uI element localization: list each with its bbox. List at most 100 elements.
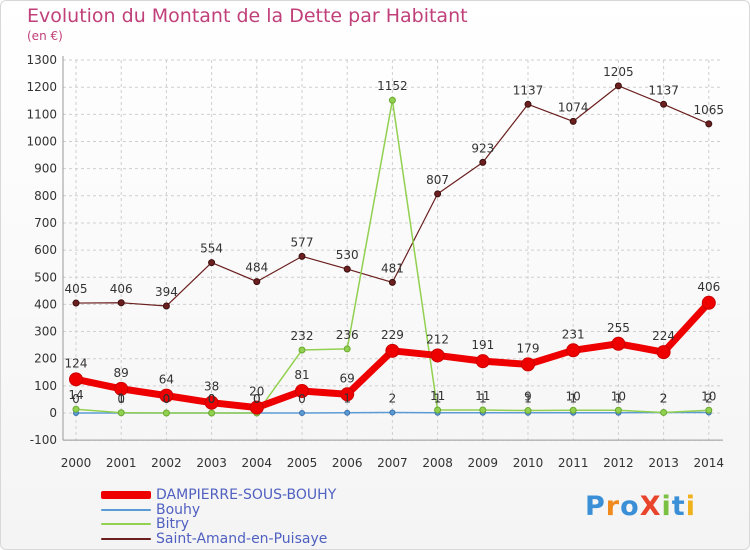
data-label: 1137 xyxy=(648,83,679,97)
logo-letter: X xyxy=(639,491,662,522)
data-point xyxy=(656,345,671,360)
data-point xyxy=(701,295,716,310)
x-tick-label: 2004 xyxy=(242,456,273,470)
series-layer xyxy=(69,82,716,417)
data-label-layer: 405 406 3945544845775304818079231137107412… xyxy=(65,65,725,406)
y-tick-label: 800 xyxy=(34,189,57,203)
x-tick-label: 2006 xyxy=(332,456,363,470)
data-label: 10 xyxy=(566,389,581,403)
data-label: 406 xyxy=(110,282,133,296)
chart-title: Evolution du Montant de la Dette par Hab… xyxy=(27,5,468,27)
data-label: 179 xyxy=(517,341,540,355)
data-point xyxy=(705,120,713,128)
data-point xyxy=(208,259,216,267)
x-tick-label: 2011 xyxy=(558,456,589,470)
data-label: 1 xyxy=(343,392,351,406)
data-point xyxy=(208,409,216,417)
data-point xyxy=(479,158,487,166)
data-point xyxy=(159,388,174,403)
data-label: 0 xyxy=(163,392,171,406)
data-label: 2 xyxy=(660,391,668,405)
data-point xyxy=(614,82,622,90)
data-label: 191 xyxy=(471,338,494,352)
data-point xyxy=(295,384,309,399)
data-label: 231 xyxy=(562,327,585,341)
data-point xyxy=(524,100,532,108)
x-tick-label: 2014 xyxy=(694,456,725,470)
data-label: 405 xyxy=(65,282,88,296)
legend-label: Saint-Amand-en-Puisaye xyxy=(156,530,328,547)
data-point xyxy=(660,100,668,108)
data-point xyxy=(114,381,129,396)
chart-unit-label: (en €) xyxy=(27,29,63,43)
data-label: 229 xyxy=(381,328,404,342)
data-label: 0 xyxy=(253,392,261,406)
x-tick-label: 2008 xyxy=(422,456,453,470)
data-label: 11 xyxy=(430,389,445,403)
data-point xyxy=(388,96,396,104)
data-label: 394 xyxy=(155,285,178,299)
data-point xyxy=(566,343,581,358)
data-label: 212 xyxy=(426,332,449,346)
data-label: 1074 xyxy=(558,100,589,114)
logo-letter: i xyxy=(685,491,696,522)
y-tick-label: 1200 xyxy=(26,80,57,94)
legend-swatch xyxy=(101,508,151,511)
data-label: 9 xyxy=(524,390,532,404)
x-tick-label: 2009 xyxy=(468,456,499,470)
data-label: 0 xyxy=(163,392,171,406)
y-tick-label: 100 xyxy=(34,379,57,393)
data-label: 0 xyxy=(208,392,216,406)
y-tick-label: -100 xyxy=(30,433,57,447)
data-label: 38 xyxy=(204,380,219,394)
data-label: 1 xyxy=(615,392,623,406)
data-point xyxy=(614,406,622,414)
data-label: 923 xyxy=(471,141,494,155)
data-point xyxy=(434,406,442,414)
data-label: 10 xyxy=(611,389,626,403)
y-tick-label: 1000 xyxy=(26,135,57,149)
data-label: 2 xyxy=(389,391,397,405)
y-tick-label: 900 xyxy=(34,162,57,176)
data-point xyxy=(569,406,577,414)
y-tick-label: 500 xyxy=(34,270,57,284)
data-point xyxy=(524,407,532,415)
data-point xyxy=(705,406,713,414)
data-point xyxy=(385,343,400,358)
data-point xyxy=(343,265,351,273)
data-label: 484 xyxy=(245,261,268,275)
y-tick-label: 1300 xyxy=(26,53,57,67)
data-label: 10 xyxy=(701,389,716,403)
y-tick-label: 400 xyxy=(34,297,57,311)
y-tick-label: 200 xyxy=(34,352,57,366)
data-label: 0 xyxy=(298,392,306,406)
data-label: 232 xyxy=(291,329,314,343)
data-point xyxy=(475,354,490,369)
data-point xyxy=(388,278,396,286)
x-tick-label: 2012 xyxy=(603,456,634,470)
data-label: 0 xyxy=(72,392,80,406)
data-label: 1 xyxy=(524,392,532,406)
data-label: 2 xyxy=(705,391,713,405)
x-tick-label: 2013 xyxy=(648,456,679,470)
data-point xyxy=(430,348,445,363)
data-point xyxy=(249,400,264,415)
data-label: 236 xyxy=(336,328,359,342)
data-label: 0 xyxy=(208,392,216,406)
y-tick-label: 0 xyxy=(49,406,57,420)
data-point xyxy=(253,278,261,286)
data-label: 69 xyxy=(340,371,355,385)
logo-letter: t xyxy=(671,491,686,522)
data-point xyxy=(569,117,577,125)
legend-label: DAMPIERRE-SOUS-BOUHY xyxy=(156,487,337,503)
x-tick-label: 2001 xyxy=(106,456,137,470)
data-label: 20 xyxy=(249,385,264,399)
logo-letter: o xyxy=(620,491,640,522)
legend-swatch xyxy=(101,491,151,499)
data-point xyxy=(611,336,626,351)
legend-swatch xyxy=(101,537,151,540)
data-point xyxy=(660,408,668,416)
y-tick-label: 700 xyxy=(34,216,57,230)
data-point xyxy=(434,190,442,198)
